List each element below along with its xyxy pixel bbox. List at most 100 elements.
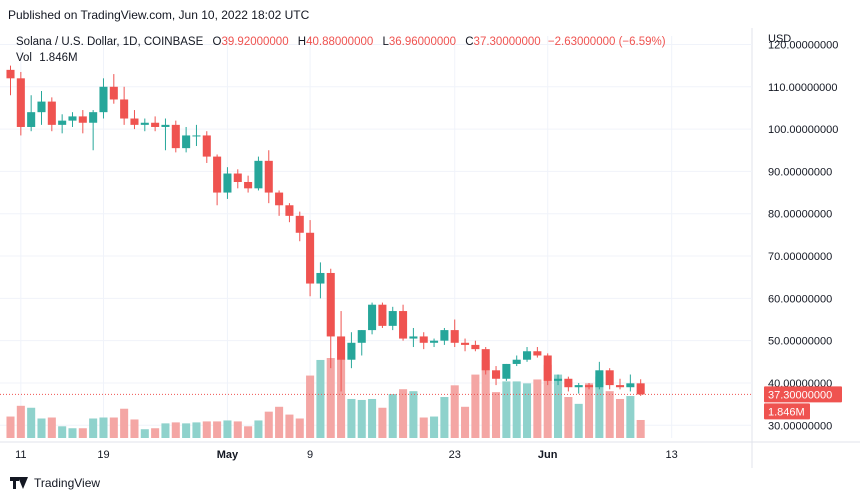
low-value: 36.96000000 — [388, 36, 457, 48]
volume-bar — [523, 383, 532, 438]
candle-body — [337, 336, 346, 360]
candle-body — [554, 378, 563, 381]
volume-bar — [151, 428, 160, 438]
y-tick-label: 60.00000000 — [768, 293, 832, 305]
y-tick-label: 90.00000000 — [768, 166, 832, 178]
volume-bar — [202, 421, 211, 438]
y-tick-label: 70.00000000 — [768, 251, 832, 263]
volume-legend: Vol 1.846M — [16, 52, 78, 64]
volume-bar — [378, 407, 387, 438]
candle-body — [615, 385, 625, 388]
candle-body — [78, 116, 87, 123]
tradingview-logo-icon — [10, 477, 28, 489]
candle-body — [409, 336, 418, 339]
x-tick-label: 9 — [307, 449, 313, 461]
candle-body — [378, 304, 387, 326]
candle-body — [430, 340, 439, 343]
last-price-badge — [764, 386, 842, 403]
volume-bar — [47, 417, 56, 438]
candle-body — [161, 124, 170, 127]
volume-bar — [6, 416, 15, 438]
candle-body — [347, 342, 356, 360]
candle-body — [492, 370, 501, 379]
volume-bar — [223, 420, 232, 438]
candle-body — [595, 370, 604, 388]
volume-bar — [574, 403, 583, 438]
candle-body — [584, 385, 594, 388]
volume-bar — [213, 421, 222, 438]
candle-body — [326, 272, 335, 337]
volume-bar — [89, 418, 98, 438]
volume-bar — [461, 406, 470, 438]
high-value: 40.88000000 — [306, 36, 374, 48]
time-axis: 11 19 May 9 23 Jun 13 — [15, 449, 678, 461]
volume-bar — [626, 396, 635, 438]
volume-bar — [78, 428, 87, 438]
x-tick-label: 13 — [666, 449, 678, 461]
volume-bar — [337, 358, 346, 438]
x-tick-label: May — [217, 449, 239, 461]
y-tick-label: 100.00000000 — [768, 124, 838, 136]
volume-value: 1.846M — [39, 52, 78, 64]
volume-bar — [254, 420, 263, 438]
volume-bar — [554, 374, 563, 438]
volume-bar — [543, 364, 552, 438]
candle-body — [368, 304, 377, 331]
volume-bar — [481, 359, 490, 438]
volume-bar — [419, 417, 428, 438]
candle-body — [574, 385, 583, 388]
candle-body — [388, 311, 397, 326]
volume-bar — [275, 406, 284, 438]
volume-bar — [171, 422, 180, 438]
candle-body — [213, 156, 222, 193]
volume-label: Vol — [16, 52, 32, 64]
candle-body — [130, 118, 139, 125]
volume-bar — [182, 423, 191, 438]
volume-bar — [347, 398, 356, 438]
volume-bar — [595, 376, 604, 438]
volume-bar — [512, 381, 521, 438]
volume-bar — [68, 428, 77, 438]
volume-bar — [99, 417, 108, 438]
volume-bar — [584, 383, 594, 438]
volume-bar — [16, 405, 25, 438]
last-volume-label: 1.846M — [768, 406, 805, 418]
candle-body — [171, 124, 180, 149]
candle-body — [202, 135, 211, 157]
y-tick-label: 30.00000000 — [768, 420, 832, 432]
candle-body — [233, 173, 242, 182]
candle-body — [109, 86, 118, 100]
candle-body — [295, 215, 304, 233]
candle-body — [481, 349, 490, 371]
candle-body — [440, 330, 449, 341]
currency-label: USD — [768, 33, 791, 45]
volume-bar — [409, 391, 418, 438]
candle-body — [68, 116, 77, 121]
volume-bar — [233, 421, 242, 438]
candle-body — [399, 311, 408, 339]
published-caption: Published on TradingView.com, Jun 10, 20… — [8, 8, 310, 22]
volume-bar — [264, 411, 273, 438]
candle-body — [523, 351, 532, 360]
volume-bar — [316, 359, 325, 438]
volume-bar — [37, 418, 46, 438]
x-tick-label: Jun — [538, 449, 558, 461]
candle-body — [151, 122, 160, 127]
candle-body — [419, 336, 428, 343]
candle-body — [223, 173, 232, 193]
symbol-label: Solana / U.S. Dollar, 1D, COINBASE — [16, 36, 204, 48]
volume-bar — [615, 398, 625, 438]
volume-bar — [306, 375, 315, 438]
volume-bar — [27, 407, 36, 438]
volume-bar — [440, 397, 449, 438]
x-tick-label: 19 — [97, 449, 109, 461]
candle-body — [316, 272, 325, 284]
candle-body — [120, 99, 129, 119]
candle-body — [140, 122, 149, 125]
footer-brand[interactable]: TradingView — [10, 476, 100, 490]
y-tick-label: 120.00000000 — [768, 39, 838, 51]
candle-body — [37, 101, 46, 113]
candles — [6, 65, 645, 396]
